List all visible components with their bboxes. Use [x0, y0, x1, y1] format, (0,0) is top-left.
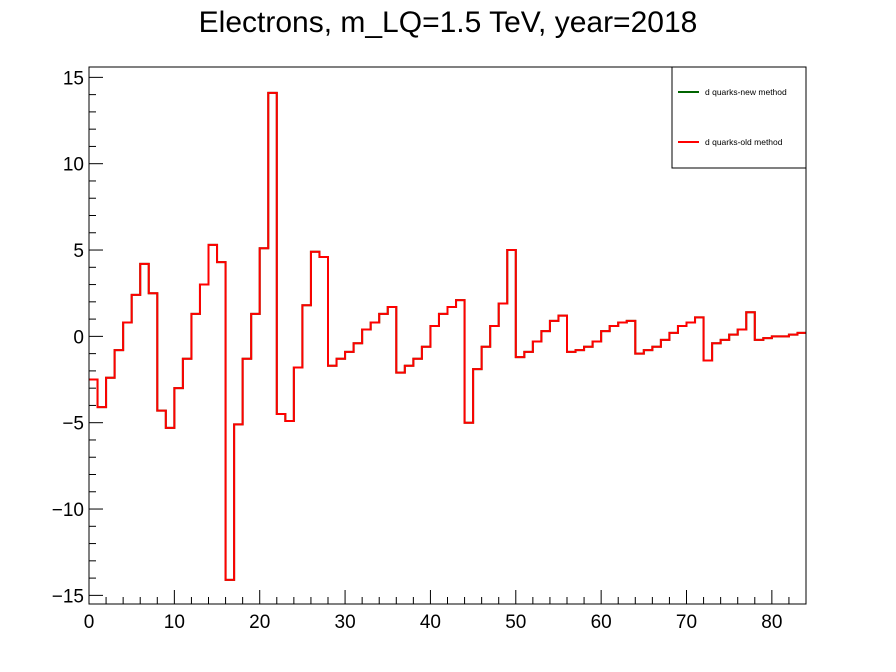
x-tick-label: 30 [335, 612, 356, 633]
chart-title: Electrons, m_LQ=1.5 TeV, year=2018 [199, 6, 698, 39]
y-tick-label: 10 [63, 155, 84, 176]
x-tick-label: 80 [761, 612, 782, 633]
series-layer [89, 91, 806, 581]
x-axis: 0 10 20 30 40 50 60 70 80 [84, 590, 807, 633]
y-axis: −15 −10 −5 0 5 10 15 [52, 68, 103, 607]
y-tick-label: −10 [52, 500, 84, 521]
x-tick-label: 40 [420, 612, 441, 633]
x-tick-label: 10 [164, 612, 185, 633]
legend-box [671, 66, 807, 169]
x-tick-label: 0 [84, 612, 95, 633]
y-tick-label: 15 [63, 68, 84, 89]
series-line-2 [89, 91, 806, 581]
legend-label-2: d quarks-old method [705, 137, 783, 147]
y-tick-label: −5 [62, 414, 84, 435]
legend: d quarks-new method d quarks-old method [671, 66, 807, 169]
x-tick-label: 20 [249, 612, 270, 633]
x-tick-label: 50 [505, 612, 526, 633]
y-tick-label: −15 [52, 586, 84, 607]
x-tick-label: 70 [676, 612, 697, 633]
y-tick-label: 5 [73, 241, 84, 262]
x-tick-label: 60 [591, 612, 612, 633]
legend-label-1: d quarks-new method [705, 87, 787, 97]
y-tick-label: 0 [73, 327, 84, 348]
